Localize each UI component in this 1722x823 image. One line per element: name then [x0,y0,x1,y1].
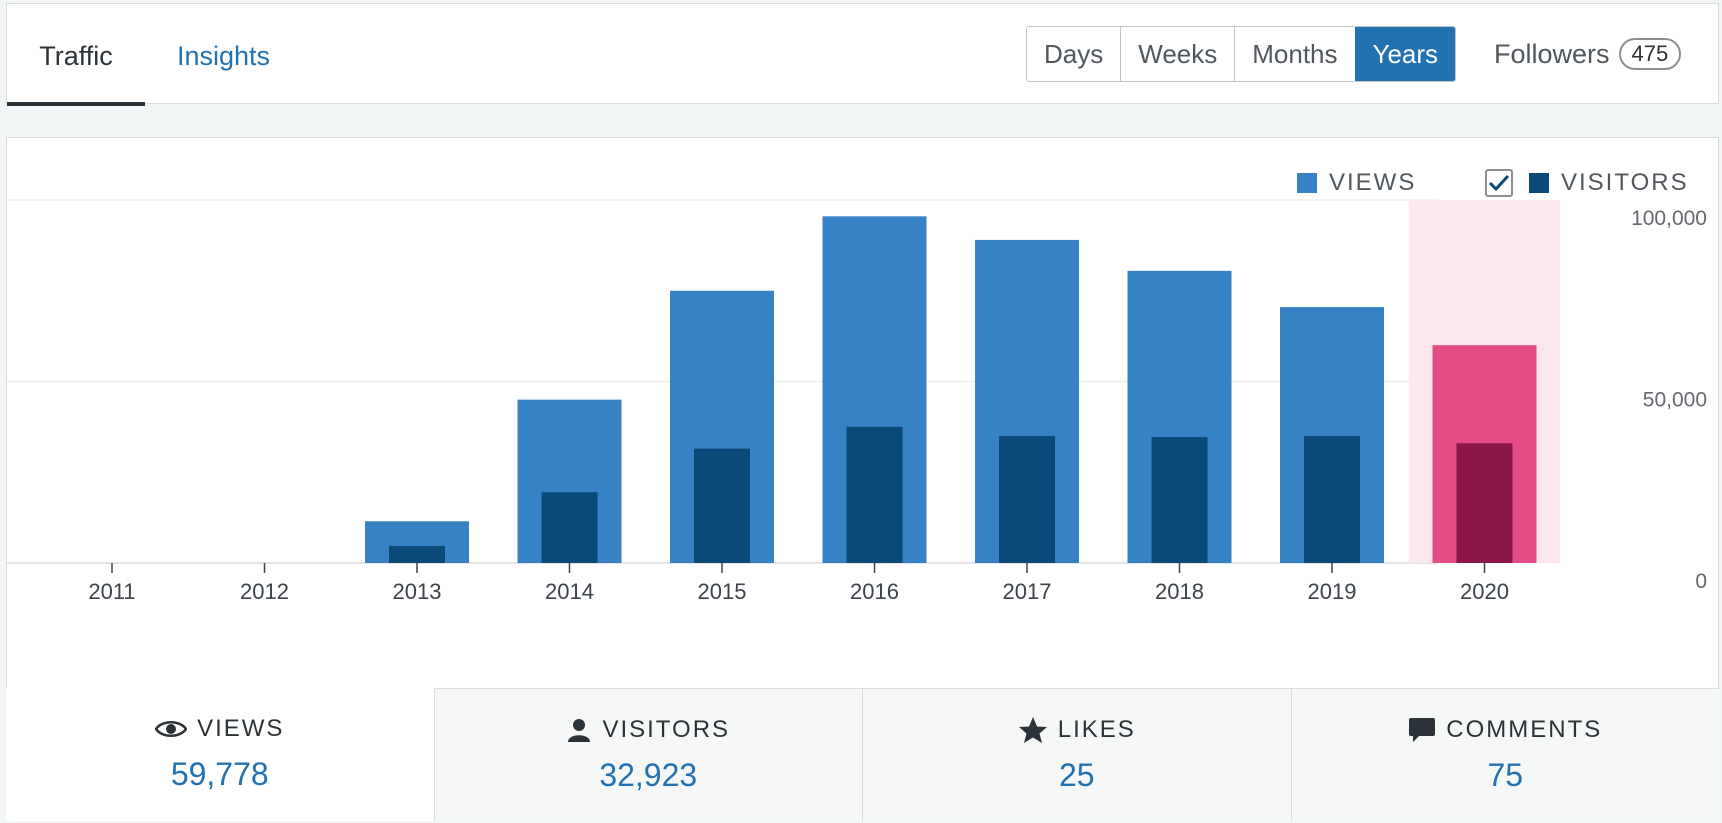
tile-visitors-value: 32,923 [599,757,698,793]
x-tick-label: 2014 [545,579,594,604]
x-tick-label: 2011 [88,579,135,604]
tile-visitors[interactable]: VISITORS 32,923 [433,688,862,821]
legend-views: VIEWS [1297,168,1416,198]
followers-label: Followers [1494,39,1610,69]
period-years-button[interactable]: Years [1354,27,1456,81]
period-days-button[interactable]: Days [1027,27,1121,81]
tile-comments-value: 75 [1487,757,1524,793]
x-tick-label: 2017 [1003,579,1052,604]
x-tick-label: 2019 [1308,579,1357,604]
visitors-toggle-checkbox[interactable] [1485,169,1513,197]
tile-likes-label: LIKES [1057,716,1136,743]
visitors-bar [1151,437,1208,563]
visitors-bar [541,492,598,563]
x-tick-label: 2015 [698,579,747,604]
tile-views-label: VIEWS [197,715,285,742]
checkmark-icon [1488,174,1510,192]
tile-comments-label: COMMENTS [1446,716,1603,743]
person-icon [568,719,591,742]
followers-count-badge: 475 [1618,38,1682,70]
star-icon [1018,717,1047,743]
legend-visitors-label: VISITORS [1561,169,1689,196]
y-tick-label: 50,000 [1643,389,1707,412]
x-tick-label: 2013 [393,579,442,604]
period-weeks-button[interactable]: Weeks [1120,27,1235,81]
visitors-swatch [1529,173,1549,193]
visitors-bar [1456,443,1513,563]
x-tick-label: 2012 [240,579,289,604]
summary-tiles: VIEWS 59,778 VISITORS 32,923 LIKES 25 CO… [6,688,1719,821]
x-tick-label: 2020 [1460,579,1509,604]
tile-views[interactable]: VIEWS 59,778 [6,688,434,821]
visitors-bar [694,448,750,563]
traffic-bar-chart: 0 50,000 100,000 2011 2012 2013 2014 2015 2016 20… [7,199,1707,604]
legend-views-label: VIEWS [1329,169,1417,196]
y-tick-label: 0 [1695,570,1707,593]
tab-insights[interactable]: Insights [177,41,271,71]
visitors-bar [1304,435,1360,563]
tile-views-value: 59,778 [170,756,269,792]
tile-comments[interactable]: COMMENTS 75 [1290,688,1719,821]
legend-visitors: VISITORS [1485,168,1689,198]
tab-traffic[interactable]: Traffic [7,4,145,106]
y-tick-label: 100,000 [1631,207,1707,230]
comment-icon [1409,718,1436,742]
tile-likes-value: 25 [1058,757,1095,793]
visitors-bar [389,545,445,563]
x-tick-label: 2016 [850,579,899,604]
views-swatch [1297,173,1317,193]
x-tick-label: 2018 [1155,579,1204,604]
tile-visitors-label: VISITORS [602,716,731,743]
visitors-bar [846,426,903,563]
stats-nav-bar: Traffic Insights Days Weeks Months Years… [6,3,1719,106]
period-selector: Days Weeks Months Years [1026,26,1457,82]
period-months-button[interactable]: Months [1234,27,1355,81]
tile-likes[interactable]: LIKES 25 [862,688,1291,821]
visitors-bar [999,435,1055,563]
eye-icon [155,721,188,737]
followers-link[interactable]: Followers 475 [1494,26,1682,82]
